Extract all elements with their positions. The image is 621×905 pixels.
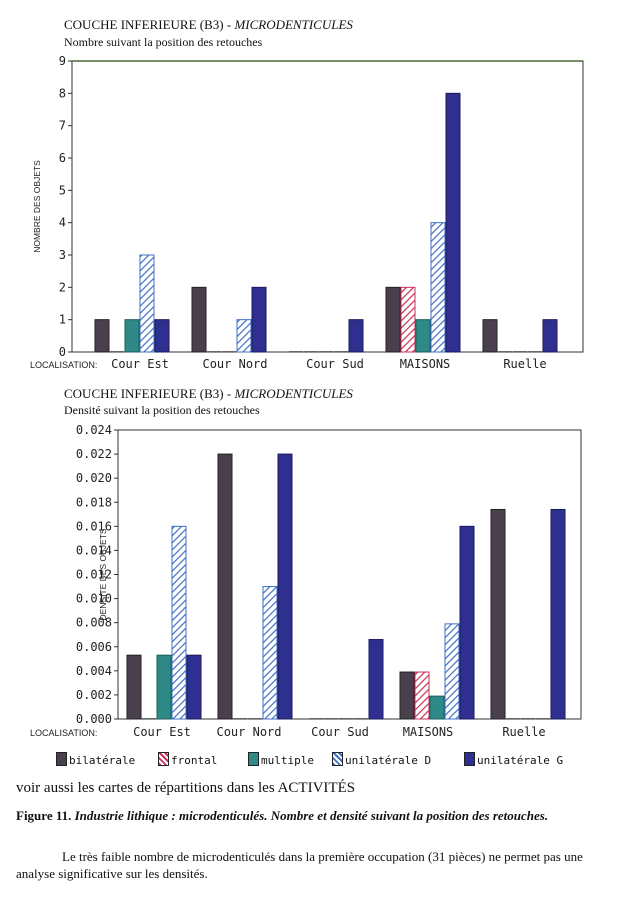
bar-maisons-frontal <box>400 286 416 353</box>
bar-maisons-bilaterale <box>399 671 415 720</box>
bar-maisons-unilaterale-g <box>445 92 461 353</box>
legend-item-frontal: frontal <box>158 752 217 769</box>
legend-swatch-frontal <box>158 752 169 766</box>
chart2-category-label: Ruelle <box>502 725 545 739</box>
bar-cour-est-unilaterale-g <box>186 654 202 720</box>
figure-caption-text: Industrie lithique : microdenticulés. No… <box>74 808 549 823</box>
bar-maisons-unilaterale-d <box>444 623 460 720</box>
bar-ruelle-bilaterale <box>482 319 498 353</box>
chart2-category-label: MAISONS <box>403 725 454 739</box>
bar-maisons-multiple <box>415 319 431 353</box>
chart2-ytick-label: 0.012 <box>76 568 112 582</box>
chart2-ytick-label: 0.016 <box>76 519 112 533</box>
bar-cour-est-multiple <box>156 654 172 720</box>
chart2-title-italic: MICRODENTICULES <box>234 386 353 401</box>
legend-item-unilaterale-g: unilatérale G <box>464 752 563 769</box>
bar-ruelle-bilaterale <box>490 508 506 720</box>
chart2-category-label: Cour Nord <box>216 725 281 739</box>
chart1-y-axis-label: NOMBRE DES OBJETS <box>32 160 42 253</box>
bar-cour-nord-unilaterale-d <box>262 586 278 720</box>
legend: bilatérale frontal multiple unilatérale … <box>56 752 596 772</box>
chart2-title-main: COUCHE INFERIEURE (B3) - <box>64 386 235 401</box>
bar-cour-est-bilaterale <box>126 654 142 720</box>
chart1-ytick-label: 2 <box>59 280 66 294</box>
chart1-category-label: Cour Est <box>111 357 169 371</box>
figure-caption: Figure 11. Industrie lithique : microden… <box>16 808 614 824</box>
chart2-ytick-label: 0.010 <box>76 592 112 606</box>
bar-cour-nord-unilaterale-g <box>251 286 267 353</box>
chart1-title: COUCHE INFERIEURE (B3) - MICRODENTICULES <box>64 17 353 32</box>
bar-cour-est-unilaterale-g <box>154 319 170 353</box>
chart1-category-label: Cour Sud <box>306 357 364 371</box>
chart2-ytick-label: 0.006 <box>76 640 112 654</box>
legend-label-multiple: multiple <box>261 754 314 767</box>
legend-swatch-bilaterale <box>56 752 67 766</box>
chart1-title-main: COUCHE INFERIEURE (B3) - <box>64 17 235 32</box>
chart2-y-axis-label: DENSITE DES OBJETS <box>98 528 108 620</box>
legend-label-frontal: frontal <box>171 754 218 767</box>
chart2-ytick-label: 0.024 <box>76 423 112 437</box>
chart2-ytick-label: 0.004 <box>76 664 112 678</box>
bar-cour-est-unilaterale-d <box>139 254 155 353</box>
legend-swatch-unilaterale-g <box>464 752 475 766</box>
legend-item-unilaterale-d: unilatérale D <box>332 752 431 769</box>
chart2-ytick-label: 0.014 <box>76 543 112 557</box>
bar-maisons-multiple <box>429 695 445 720</box>
legend-item-bilaterale: bilatérale <box>56 752 135 769</box>
chart1-ytick-label: 9 <box>59 54 66 68</box>
chart1-ytick-label: 4 <box>59 216 66 230</box>
chart1-ytick-label: 5 <box>59 183 66 197</box>
chart1-category-label: Ruelle <box>503 357 546 371</box>
caption-paragraph: Le très faible nombre de microdenticulés… <box>16 849 583 881</box>
bar-cour-nord-unilaterale-d <box>236 319 252 353</box>
chart2-category-label: Cour Est <box>133 725 191 739</box>
chart1-ytick-label: 7 <box>59 119 66 133</box>
legend-label-bilaterale: bilatérale <box>69 754 136 767</box>
chart1-title-italic: MICRODENTICULES <box>234 17 353 32</box>
chart2-subtitle: Densité suivant la position des retouche… <box>64 403 260 417</box>
bar-maisons-unilaterale-d <box>430 222 446 353</box>
legend-swatch-multiple <box>248 752 259 766</box>
chart1-subtitle: Nombre suivant la position des retouches <box>64 35 263 49</box>
chart1-ytick-label: 6 <box>59 151 66 165</box>
chart2-x-axis-label: LOCALISATION: <box>30 728 97 738</box>
bar-ruelle-unilaterale-g <box>550 508 566 720</box>
legend-label-unilaterale-g: unilatérale G <box>477 754 564 767</box>
bar-maisons-bilaterale <box>385 286 401 353</box>
bar-cour-est-unilaterale-d <box>171 525 187 720</box>
bar-cour-nord-bilaterale <box>217 453 233 720</box>
chart2-ytick-label: 0.002 <box>76 688 112 702</box>
bar-cour-sud-unilaterale-g <box>348 319 364 353</box>
bar-cour-est-bilaterale <box>94 319 110 353</box>
legend-label-unilaterale-d: unilatérale D <box>345 754 432 767</box>
chart2-title: COUCHE INFERIEURE (B3) - MICRODENTICULES <box>64 386 353 401</box>
chart2-ytick-label: 0.000 <box>76 712 112 726</box>
figure-label: Figure 11. <box>16 808 72 823</box>
legend-swatch-unilaterale-d <box>332 752 343 766</box>
bar-maisons-frontal <box>414 671 430 720</box>
chart1-ytick-label: 8 <box>59 86 66 100</box>
chart1-x-axis-label: LOCALISATION: <box>30 360 97 370</box>
chart1-ytick-label: 1 <box>59 313 66 327</box>
chart1-category-label: Cour Nord <box>202 357 267 371</box>
chart2-ytick-label: 0.018 <box>76 495 112 509</box>
chart1-ytick-label: 0 <box>59 345 66 359</box>
legend-item-multiple: multiple <box>248 752 314 769</box>
bar-ruelle-unilaterale-g <box>542 319 558 353</box>
chart2-category-label: Cour Sud <box>311 725 369 739</box>
bar-maisons-unilaterale-g <box>459 525 475 720</box>
chart1-ytick-label: 3 <box>59 248 66 262</box>
bar-cour-est-multiple <box>124 319 140 353</box>
bar-cour-nord-bilaterale <box>191 286 207 353</box>
see-also-note: voir aussi les cartes de répartitions da… <box>16 780 356 796</box>
bar-cour-sud-unilaterale-g <box>368 639 384 720</box>
chart2-ytick-label: 0.022 <box>76 447 112 461</box>
chart2-ytick-label: 0.008 <box>76 616 112 630</box>
chart2-ytick-label: 0.020 <box>76 471 112 485</box>
chart1-category-label: MAISONS <box>400 357 451 371</box>
bar-cour-nord-unilaterale-g <box>277 453 293 720</box>
